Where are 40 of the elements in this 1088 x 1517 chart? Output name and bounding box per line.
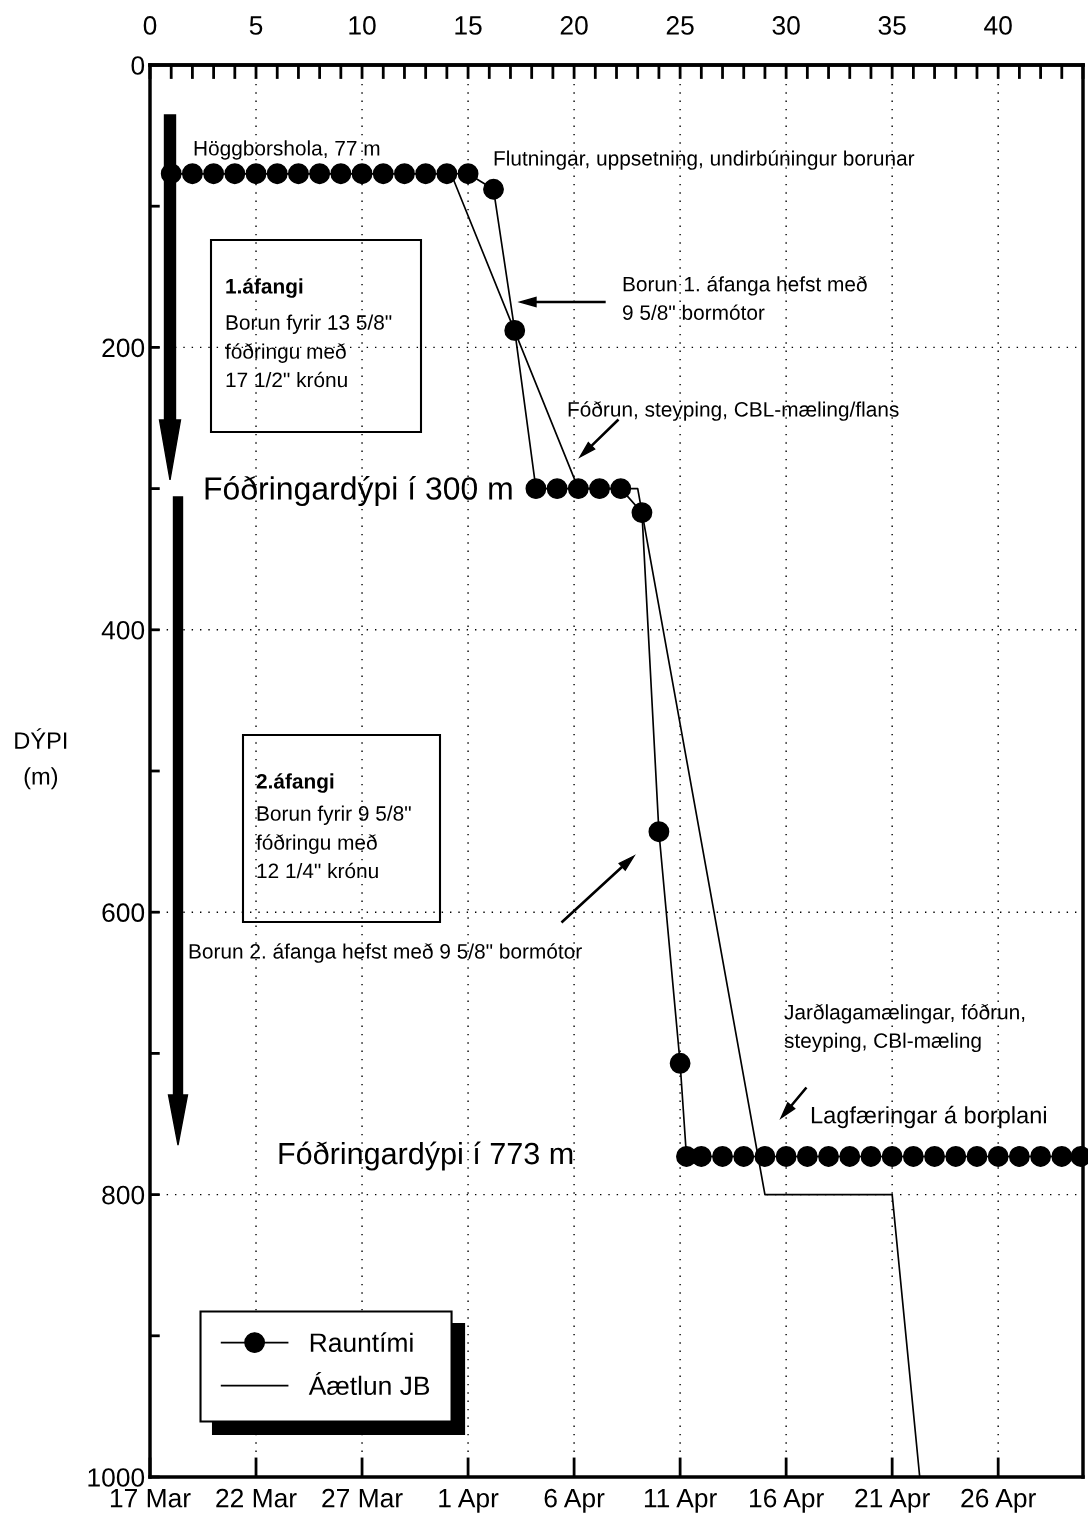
x2-tick-label: 10 xyxy=(349,16,376,35)
x2-tick-label: 30 xyxy=(772,16,800,35)
annotation: Borun fyrir 13 5/8" fóðringu með 17 1/2" krónu xyxy=(225,314,392,388)
y-tick-label: 1000 xyxy=(88,1468,145,1487)
y-tick-label: 800 xyxy=(102,1185,145,1205)
x-tick-label: 27 Mar xyxy=(322,1488,403,1508)
x-tick-label: 22 Mar xyxy=(216,1488,297,1508)
legend-label: Rauntími xyxy=(310,1332,413,1353)
x2-tick-label: 20 xyxy=(560,16,588,35)
annotation: Höggborshola, 77 m xyxy=(194,140,380,160)
annotation: Borun 2. áfanga hefst með 9 5/8" bormótor xyxy=(189,943,582,963)
x-tick-label: 6 Apr xyxy=(544,1488,605,1513)
y-tick-label: 400 xyxy=(101,620,145,640)
x2-tick-label: 40 xyxy=(984,16,1012,35)
annotation: Jarðlagamælingar, fóðrun, steyping, CBl-mæling xyxy=(784,1003,1025,1053)
x2-tick-label: 0 xyxy=(143,16,157,35)
x-tick-label: 11 Apr xyxy=(644,1489,717,1513)
x-tick-label: 17 Mar xyxy=(110,1489,191,1508)
annotation: Fóðringardýpi í 300 m xyxy=(205,475,512,507)
annotation: Borun fyrir 9 5/8" fóðringu með 12 1/4" krónu xyxy=(256,805,411,879)
y-tick-label: 200 xyxy=(102,338,145,358)
legend-label: Áætlun JB xyxy=(308,1371,430,1396)
x2-tick-label: 15 xyxy=(455,16,482,35)
x-tick-label: 1 Apr xyxy=(439,1489,499,1513)
x-tick-label: 16 Apr xyxy=(750,1488,824,1513)
annotation: Flutningar, uppsetning, undirbúningur borunar xyxy=(494,150,915,170)
x-tick-label: 26 Apr xyxy=(961,1488,1036,1513)
x-tick-label: 21 Apr xyxy=(855,1488,930,1513)
x2-tick-label: 35 xyxy=(878,16,906,35)
annotation: Lagfæringar á borplani xyxy=(811,1105,1046,1129)
annotation: Fóðringardýpi í 773 m xyxy=(279,1141,573,1171)
annotation: 1.áfangi xyxy=(226,278,303,298)
annotation: 2.áfangi xyxy=(256,773,334,793)
annotation: Fóðrun, steyping, CBL-mæling/flans xyxy=(568,401,899,421)
annotation: Borun 1. áfanga hefst með 9 5/8" bormótor xyxy=(622,275,867,320)
x2-tick-label: 25 xyxy=(666,16,694,35)
x2-tick-label: 5 xyxy=(249,16,263,35)
y-tick-label: 600 xyxy=(102,903,145,923)
y-axis-title: DÝPI (m) xyxy=(15,728,67,790)
y-tick-label: 0 xyxy=(131,56,145,75)
